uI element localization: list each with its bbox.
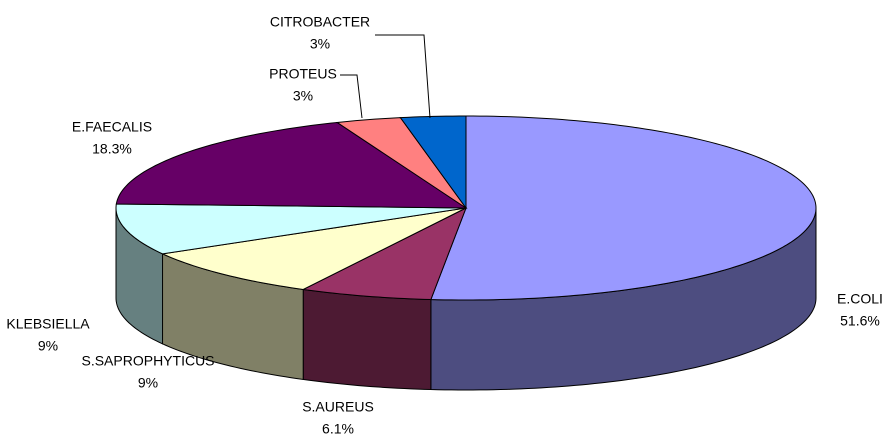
pie-wall — [302, 288, 432, 391]
pie-slice — [399, 115, 467, 210]
slice-label: E.COLI — [837, 291, 883, 307]
slice-value-label: 9% — [38, 338, 58, 354]
pie-slice — [115, 121, 468, 209]
slice-value-label: 51.6% — [840, 313, 880, 329]
slice-label: E.FAECALIS — [72, 119, 152, 135]
slice-value-label: 3% — [310, 36, 330, 52]
slice-value-label: 18.3% — [92, 141, 132, 157]
slice-label: PROTEUS — [269, 66, 337, 82]
slice-value-label: 9% — [138, 375, 158, 391]
pie-slice — [430, 115, 817, 301]
pie-slice — [301, 206, 467, 301]
pie-slice — [335, 117, 467, 209]
slice-label: S.SAPROPHYTICUS — [81, 353, 214, 369]
slice-label: S.AUREUS — [302, 399, 374, 415]
slice-value-label: 6.1% — [322, 421, 354, 437]
leader-line — [340, 74, 363, 119]
slice-label: KLEBSIELLA — [6, 316, 90, 332]
pie-slice — [115, 203, 467, 255]
pie-slice — [160, 207, 467, 290]
leader-line — [375, 34, 431, 119]
slice-label: CITROBACTER — [270, 14, 370, 30]
slice-value-label: 3% — [293, 88, 313, 104]
